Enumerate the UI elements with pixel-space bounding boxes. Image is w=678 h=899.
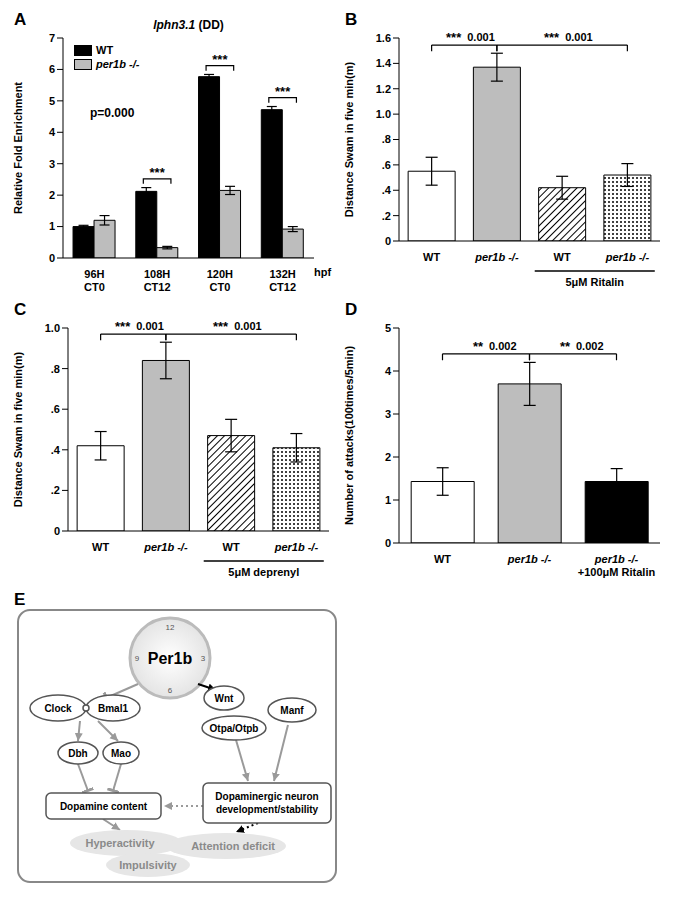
svg-text:***: *** — [446, 30, 462, 45]
html-text:p=0.000: p=0.000 — [90, 106, 135, 120]
svg-text:5: 5 — [385, 322, 391, 334]
svg-text:6: 6 — [49, 63, 55, 75]
svg-text:2: 2 — [49, 189, 55, 201]
svg-text:1.4: 1.4 — [376, 57, 392, 69]
svg-text:***: *** — [544, 30, 560, 45]
svg-text:Distance Swam in five min(m): Distance Swam in five min(m) — [343, 62, 355, 218]
svg-text:Clock: Clock — [44, 703, 72, 714]
svg-text:Per1b: Per1b — [148, 650, 193, 667]
svg-text:WT: WT — [223, 541, 240, 553]
svg-text:Relative Fold Enrichment: Relative Fold Enrichment — [12, 82, 24, 214]
svg-text:Impulsivity: Impulsivity — [119, 859, 177, 871]
svg-text:3: 3 — [49, 158, 55, 170]
svg-text:***: *** — [150, 165, 166, 180]
svg-text:**: ** — [473, 339, 484, 354]
svg-text:0.001: 0.001 — [234, 320, 262, 332]
html-text:per1b -/-: per1b -/- — [96, 58, 140, 70]
html-text:E: E — [14, 590, 26, 609]
svg-text:per1b -/-: per1b -/- — [274, 541, 319, 553]
svg-text:***: *** — [275, 84, 291, 99]
svg-text:9: 9 — [135, 654, 140, 663]
svg-text:WT: WT — [92, 541, 109, 553]
svg-text:1.0: 1.0 — [376, 108, 391, 120]
svg-text:Manf: Manf — [280, 705, 304, 716]
svg-text:**: ** — [560, 339, 571, 354]
html-text:A: A — [14, 10, 27, 29]
svg-text:Dbh: Dbh — [68, 748, 87, 759]
svg-text:0.001: 0.001 — [136, 320, 164, 332]
svg-text:+100μM Ritalin: +100μM Ritalin — [578, 566, 656, 578]
svg-text:Dopamine content: Dopamine content — [60, 801, 148, 812]
svg-text:7: 7 — [49, 32, 55, 44]
svg-text:Number of attacks(100times/5mi: Number of attacks(100times/5min) — [343, 346, 355, 525]
svg-text:.8: .8 — [382, 133, 391, 145]
svg-text:0: 0 — [385, 235, 391, 247]
svg-text:.2: .2 — [382, 210, 391, 222]
svg-text:6: 6 — [168, 686, 173, 695]
svg-text:3: 3 — [385, 408, 391, 420]
svg-text:Dopaminergic neuron: Dopaminergic neuron — [215, 791, 318, 802]
svg-text:4: 4 — [385, 365, 392, 377]
html-text:WT: WT — [96, 44, 114, 56]
svg-text:5μM deprenyl: 5μM deprenyl — [228, 566, 299, 578]
svg-text:WT: WT — [554, 251, 571, 263]
svg-text:CT0: CT0 — [209, 281, 230, 293]
svg-text:CT12: CT12 — [144, 281, 171, 293]
svg-text:1.6: 1.6 — [376, 32, 391, 44]
svg-text:Wnt: Wnt — [215, 693, 235, 704]
svg-text:3: 3 — [201, 654, 206, 663]
svg-text:1: 1 — [49, 220, 55, 232]
svg-text:96H: 96H — [84, 268, 104, 280]
svg-text:per1b -/-: per1b -/- — [143, 541, 188, 553]
svg-text:Bmal1: Bmal1 — [98, 703, 128, 714]
svg-text:1.2: 1.2 — [376, 83, 391, 95]
svg-text:.6: .6 — [382, 159, 391, 171]
svg-text:development/stability: development/stability — [216, 804, 319, 815]
svg-text:per1b -/-: per1b -/- — [594, 553, 639, 565]
svg-text:Hyperactivity: Hyperactivity — [85, 837, 155, 849]
svg-text:1: 1 — [385, 494, 391, 506]
svg-text:0.002: 0.002 — [489, 340, 517, 352]
svg-text:per1b -/-: per1b -/- — [605, 251, 650, 263]
html-text:B: B — [345, 10, 358, 29]
svg-text:0.002: 0.002 — [576, 340, 604, 352]
svg-text:Mao: Mao — [111, 748, 131, 759]
html-text:lphn3.1 (DD): lphn3.1 (DD) — [153, 18, 224, 32]
svg-text:1.0: 1.0 — [45, 322, 60, 334]
svg-text:***: *** — [213, 319, 229, 334]
svg-text:0.001: 0.001 — [565, 31, 593, 43]
svg-text:WT: WT — [434, 553, 451, 565]
svg-text:.4: .4 — [51, 444, 61, 456]
svg-text:0.001: 0.001 — [467, 31, 495, 43]
svg-text:5: 5 — [49, 95, 55, 107]
svg-text:per1b -/-: per1b -/- — [507, 553, 552, 565]
svg-text:CT0: CT0 — [84, 281, 105, 293]
svg-text:5μM Ritalin: 5μM Ritalin — [565, 276, 624, 288]
svg-text:Otpa/Otpb: Otpa/Otpb — [210, 723, 259, 734]
html-text:hpf: hpf — [314, 266, 332, 278]
html-text:D: D — [345, 300, 358, 319]
svg-text:per1b -/-: per1b -/- — [474, 251, 519, 263]
svg-text:.2: .2 — [51, 484, 60, 496]
svg-text:WT: WT — [423, 251, 440, 263]
svg-text:12: 12 — [166, 623, 175, 632]
svg-text:.4: .4 — [382, 184, 392, 196]
svg-text:4: 4 — [49, 126, 56, 138]
svg-text:132H: 132H — [269, 268, 295, 280]
svg-text:.6: .6 — [51, 403, 60, 415]
svg-text:CT12: CT12 — [269, 281, 296, 293]
html-text:C: C — [14, 300, 27, 319]
svg-text:0: 0 — [385, 537, 391, 549]
svg-text:2: 2 — [385, 451, 391, 463]
svg-text:120H: 120H — [207, 268, 233, 280]
svg-text:Distance Swam in five min(m): Distance Swam in five min(m) — [12, 352, 24, 508]
svg-text:0: 0 — [54, 525, 60, 537]
svg-text:.8: .8 — [51, 363, 60, 375]
svg-text:108H: 108H — [144, 268, 170, 280]
svg-text:Attention deficit: Attention deficit — [191, 840, 275, 852]
svg-text:***: *** — [115, 319, 131, 334]
svg-text:0: 0 — [49, 252, 55, 264]
svg-text:***: *** — [212, 52, 228, 67]
